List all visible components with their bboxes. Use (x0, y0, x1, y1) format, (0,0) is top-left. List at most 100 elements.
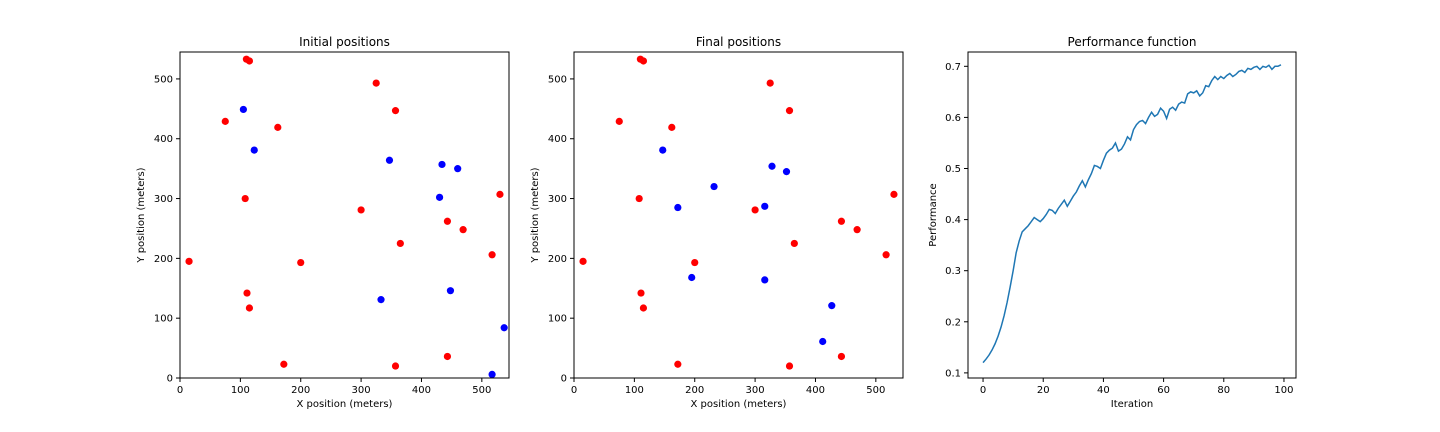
performance-function-x-tick-label-1: 20 (1037, 385, 1050, 396)
initial-positions-red-point-18 (391, 362, 400, 370)
final-positions-blue-point-3 (761, 202, 769, 210)
initial-positions-red-point-16 (245, 304, 254, 312)
initial-positions-blue-point-2 (385, 156, 394, 164)
initial-positions-axes-frame (179, 51, 510, 379)
final-positions-x-tick-label-0: 0 (571, 385, 577, 396)
initial-positions-blue-point-0 (239, 105, 247, 114)
initial-positions-blue-point-3 (438, 160, 446, 169)
initial-positions-blue-point-1 (250, 146, 258, 154)
final-positions-red-point-1 (639, 57, 648, 65)
initial-positions-red-point-13 (185, 257, 193, 265)
final-positions-red-point-3 (785, 107, 794, 115)
final-positions-red-point-13 (579, 257, 587, 265)
final-positions-red-point-4 (615, 117, 623, 125)
initial-positions-red-point-2 (372, 79, 380, 87)
performance-function-line (982, 64, 1282, 364)
final-positions-red-point-10 (853, 226, 861, 234)
final-positions-title: Final positions (696, 35, 781, 49)
final-positions-x-tick-label-3: 300 (746, 385, 765, 396)
performance-function-title: Performance function (1068, 35, 1197, 49)
initial-positions-red-point-3 (391, 107, 400, 115)
initial-positions-y-axis-label: Y position (meters) (136, 167, 147, 263)
final-positions-y-tick-label-5: 500 (548, 74, 567, 85)
final-positions-blue-point-1 (710, 182, 718, 191)
final-positions-red-point-19 (837, 352, 846, 361)
performance-function-y-tick-label-4: 0.5 (945, 164, 961, 175)
final-positions-x-tick-label-2: 200 (685, 385, 704, 396)
initial-positions-red-point-11 (396, 239, 404, 248)
performance-function-y-tick-label-2: 0.3 (945, 266, 961, 277)
final-positions-y-tick-label-1: 100 (548, 314, 567, 325)
performance-function-y-tick-label-1: 0.2 (945, 317, 961, 328)
performance-function-y-axis-label: Performance (928, 183, 939, 246)
initial-positions-red-point-1 (245, 57, 254, 65)
final-positions-red-point-8 (890, 190, 898, 198)
performance-function-x-axis-label: Iteration (1111, 399, 1153, 410)
initial-positions-red-point-8 (496, 190, 504, 198)
final-positions-blue-point-2 (674, 203, 682, 212)
final-positions-red-point-5 (668, 123, 676, 131)
final-positions-red-point-14 (691, 258, 699, 267)
final-positions-x-tick-label-1: 100 (625, 385, 644, 396)
final-positions-red-point-17 (674, 360, 682, 368)
performance-function-axes-frame (967, 51, 1297, 379)
final-positions-blue-point-4 (768, 162, 776, 170)
initial-positions-y-tick-label-2: 200 (154, 254, 173, 265)
final-positions-blue-point-8 (828, 302, 836, 310)
final-positions-red-point-12 (882, 251, 890, 259)
initial-positions-blue-point-4 (454, 165, 462, 173)
final-positions-blue-point-0 (659, 146, 667, 154)
initial-positions-blue-point-7 (446, 287, 455, 295)
performance-function-x-tick-label-4: 80 (1217, 385, 1230, 396)
final-positions-axes-frame (573, 51, 904, 379)
initial-positions-x-axis-label: X position (meters) (297, 399, 393, 410)
initial-positions-y-tick-label-3: 300 (154, 194, 173, 205)
initial-positions-x-tick-label-0: 0 (177, 385, 183, 396)
performance-function-y-tick-label-3: 0.4 (945, 215, 961, 226)
initial-positions-panel: 0 100 200 300 400 500 0 100 200 300 400 500 Initial … (136, 35, 510, 410)
initial-positions-red-point-9 (443, 217, 452, 225)
initial-positions-blue-point-9 (488, 370, 496, 379)
initial-positions-red-point-17 (280, 360, 288, 368)
initial-positions-blue-point-5 (435, 193, 444, 201)
initial-positions-x-tick-label-1: 100 (231, 385, 250, 396)
initial-positions-red-point-10 (459, 226, 467, 234)
initial-positions-blue-point-8 (500, 324, 508, 332)
initial-positions-x-tick-label-2: 200 (291, 385, 310, 396)
initial-positions-red-point-4 (221, 117, 229, 125)
final-positions-y-tick-label-4: 400 (548, 134, 567, 145)
initial-positions-y-tick-label-5: 500 (154, 74, 173, 85)
final-positions-blue-point-9 (819, 337, 827, 346)
final-positions-red-point-7 (635, 194, 643, 203)
initial-positions-red-point-14 (297, 258, 305, 267)
final-positions-blue-point-7 (761, 276, 769, 284)
initial-positions-red-point-19 (443, 352, 452, 361)
initial-positions-red-point-15 (243, 289, 251, 297)
final-positions-red-point-15 (637, 289, 645, 297)
initial-positions-x-tick-label-5: 500 (472, 385, 491, 396)
performance-function-y-tick-label-6: 0.7 (945, 62, 961, 73)
final-positions-y-tick-label-3: 300 (548, 194, 567, 205)
performance-function-panel: 0 20 40 60 80 100 0.1 0.2 0.3 0.4 0.5 0.6 0.7 Perform… (928, 35, 1297, 410)
initial-positions-red-point-12 (488, 251, 496, 259)
final-positions-x-tick-label-5: 500 (866, 385, 885, 396)
performance-function-x-tick-label-3: 60 (1157, 385, 1170, 396)
final-positions-blue-point-6 (688, 273, 696, 282)
performance-function-y-tick-label-0: 0.1 (945, 368, 961, 379)
final-positions-red-point-16 (639, 304, 648, 312)
final-positions-x-axis-label: X position (meters) (691, 399, 787, 410)
initial-positions-y-tick-label-4: 400 (154, 134, 173, 145)
final-positions-red-point-6 (751, 206, 759, 214)
final-positions-x-tick-label-4: 400 (806, 385, 825, 396)
final-positions-red-point-9 (837, 217, 846, 225)
performance-function-y-tick-label-5: 0.6 (945, 113, 961, 124)
initial-positions-red-point-5 (274, 123, 282, 131)
performance-function-x-tick-label-0: 0 (980, 385, 986, 396)
final-positions-y-axis-label: Y position (meters) (530, 167, 541, 263)
initial-positions-y-tick-label-0: 0 (167, 374, 173, 385)
initial-positions-red-point-7 (241, 194, 249, 203)
final-positions-panel: 0 100 200 300 400 500 0 100 200 300 400 500 Final po… (530, 35, 904, 410)
performance-function-x-tick-label-2: 40 (1097, 385, 1110, 396)
initial-positions-red-point-6 (357, 206, 365, 214)
